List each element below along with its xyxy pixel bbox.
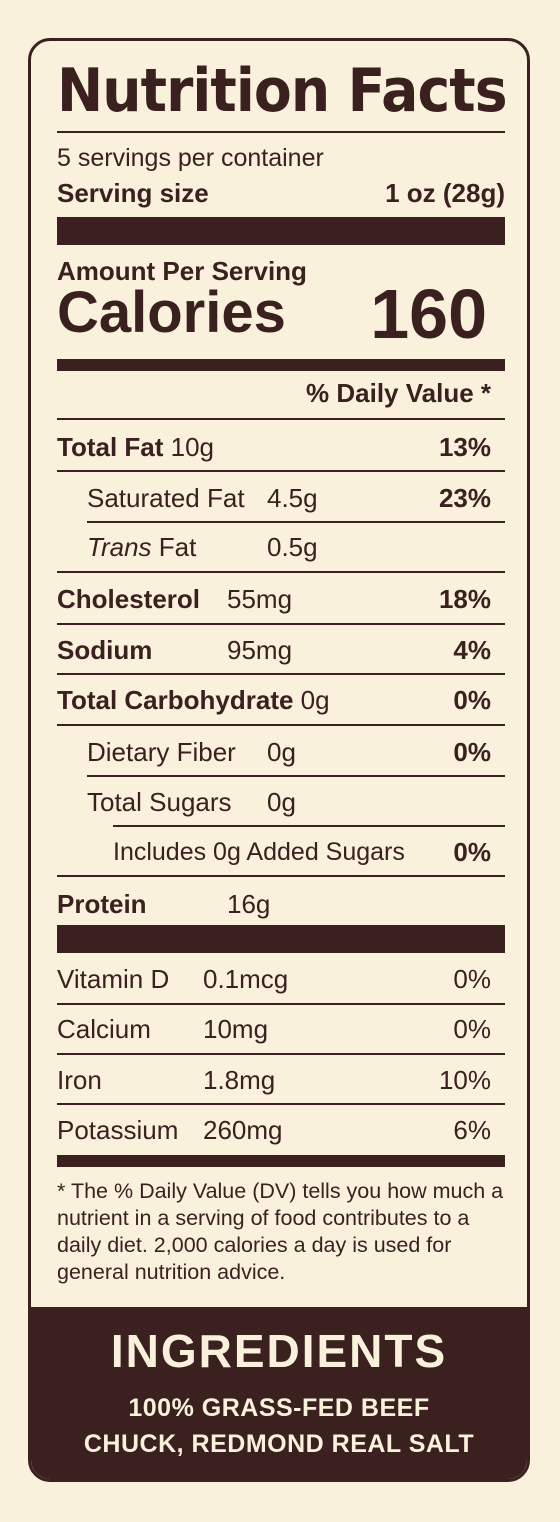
- nutrient-name: Protein: [57, 889, 147, 919]
- ingredients-line: 100% GRASS-FED BEEF: [128, 1394, 430, 1422]
- nutrition-facts-panel: Nutrition Facts 5 servings per container…: [28, 38, 530, 1482]
- nutrient-dv: 0%: [453, 685, 491, 715]
- serving-size-label: Serving size: [57, 178, 209, 208]
- divider: [57, 131, 505, 133]
- nutrient-amount: 0g: [267, 787, 296, 817]
- nutrient-amount: 0g: [267, 737, 296, 767]
- divider: [57, 470, 505, 472]
- ingredients-heading: INGREDIENTS: [110, 1325, 448, 1377]
- thick-divider: [57, 217, 505, 245]
- nutrient-row-total-fat: Total Fat 10g: [57, 431, 214, 463]
- vitamin-dv: 6%: [453, 1115, 491, 1145]
- nutrient-name: Includes 0g Added Sugars: [113, 838, 405, 866]
- vitamin-amount: 0.1mcg: [203, 964, 289, 994]
- nutrient-name: Cholesterol: [57, 584, 201, 614]
- nutrient-name: Saturated Fat: [87, 483, 245, 513]
- nutrient-dv: 23%: [438, 483, 491, 513]
- nutrient-dv: 0%: [453, 737, 491, 767]
- nutrient-amount: 55mg: [227, 584, 293, 614]
- nutrient-dv: 18%: [438, 584, 491, 614]
- divider: [87, 775, 505, 777]
- serving-size-value: 1 oz (28g): [385, 178, 505, 208]
- nutrient-amount: 0g: [300, 685, 330, 715]
- divider: [57, 724, 505, 726]
- divider: [57, 571, 505, 573]
- ingredients-panel: INGREDIENTS 100% GRASS-FED BEEF CHUCK, R…: [31, 1307, 527, 1479]
- divider: [57, 418, 505, 420]
- vitamin-dv: 10%: [438, 1065, 491, 1095]
- divider: [57, 1053, 505, 1055]
- nutrient-dv: 0%: [453, 837, 491, 867]
- nutrient-amount: 0.5g: [267, 532, 318, 562]
- nutrition-title: Nutrition Facts: [57, 56, 508, 126]
- nutrient-name-italic: Trans: [87, 532, 152, 562]
- nutrient-amount: 10g: [170, 432, 215, 462]
- servings-per-container: 5 servings per container: [57, 144, 324, 172]
- nutrient-amount: 4.5g: [267, 483, 318, 513]
- vitamin-dv: 0%: [453, 1014, 491, 1044]
- nutrient-name: Dietary Fiber: [87, 737, 236, 767]
- calories-value: 160: [370, 275, 487, 353]
- vitamin-dv: 0%: [453, 964, 491, 994]
- divider: [57, 673, 505, 675]
- ingredients-line: CHUCK, REDMOND REAL SALT: [83, 1430, 475, 1458]
- thick-divider: [57, 925, 505, 953]
- nutrient-row-trans-fat: Trans Fat: [87, 531, 196, 563]
- nutrient-row-total-carbohydrate: Total Carbohydrate 0g: [57, 684, 330, 716]
- divider: [57, 1103, 505, 1105]
- divider: [57, 1003, 505, 1005]
- nutrient-name: Total Carbohydrate: [57, 685, 294, 715]
- nutrient-name: Total Fat: [57, 432, 164, 462]
- nutrient-name: Total Sugars: [87, 787, 232, 817]
- medium-divider: [57, 359, 505, 371]
- daily-value-header: % Daily Value *: [306, 378, 491, 408]
- nutrient-name: Sodium: [57, 635, 153, 665]
- calories-label: Calories: [57, 280, 286, 345]
- divider: [113, 825, 505, 827]
- vitamin-amount: 260mg: [203, 1115, 283, 1145]
- nutrient-dv: 13%: [438, 432, 491, 462]
- daily-value-footnote: * The % Daily Value (DV) tells you how m…: [57, 1179, 504, 1284]
- divider: [87, 521, 505, 523]
- divider: [57, 623, 505, 625]
- nutrient-dv: 4%: [453, 635, 491, 665]
- nutrient-name: Fat: [158, 532, 197, 562]
- vitamin-name: Calcium: [57, 1014, 151, 1044]
- vitamin-name: Iron: [57, 1065, 102, 1095]
- amount-per-serving: Amount Per Serving: [57, 256, 307, 286]
- vitamin-name: Potassium: [57, 1115, 179, 1145]
- nutrient-amount: 95mg: [227, 635, 293, 665]
- vitamin-amount: 10mg: [203, 1014, 269, 1044]
- vitamin-amount: 1.8mg: [203, 1065, 276, 1095]
- divider: [57, 875, 505, 877]
- medium-divider: [57, 1155, 505, 1167]
- vitamin-name: Vitamin D: [57, 964, 170, 994]
- nutrient-amount: 16g: [227, 889, 271, 919]
